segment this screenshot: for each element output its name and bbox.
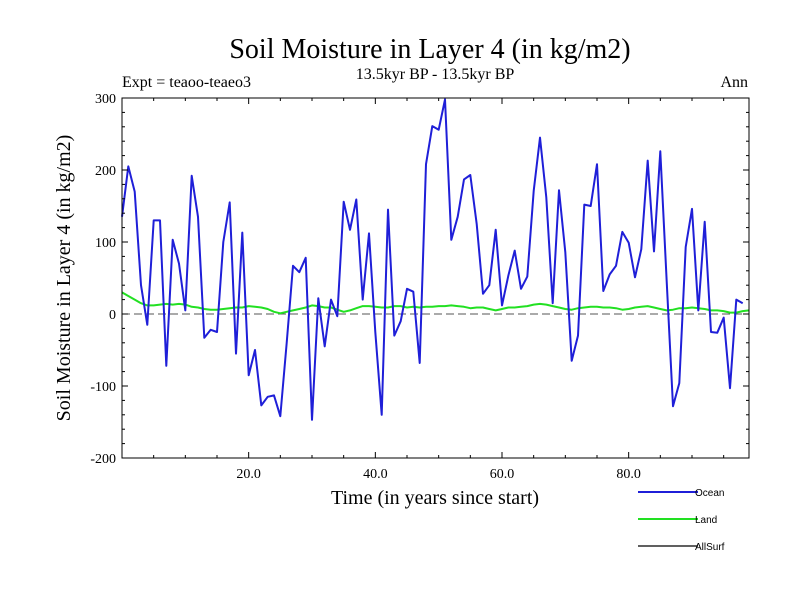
x-tick-label: 80.0 [616, 467, 641, 482]
legend-label-allsurf: AllSurf [695, 542, 725, 553]
x-axis-label: Time (in years since start) [331, 487, 539, 509]
x-tick-label: 40.0 [363, 467, 388, 482]
series-line-ocean [121, 98, 744, 421]
legend-label-ocean: Ocean [695, 488, 724, 499]
y-tick-label: 100 [95, 236, 116, 251]
y-tick-label: 0 [109, 308, 116, 323]
axes: -200 -100 0 100 200 300 20.0 40.0 60.0 80.0 [90, 92, 749, 482]
chart-subtitle: 13.5kyr BP - 13.5kyr BP [356, 66, 515, 83]
x-tick-label: 20.0 [236, 467, 261, 482]
chart-title: Soil Moisture in Layer 4 (in kg/m2) [229, 34, 630, 65]
plot-area [121, 98, 750, 421]
legend: Ocean Land AllSurf [638, 488, 725, 553]
y-tick-label: -100 [90, 380, 116, 395]
x-tick-label: 60.0 [490, 467, 515, 482]
plot-frame [121, 97, 750, 459]
y-axis-label: Soil Moisture in Layer 4 (in kg/m2) [53, 135, 75, 422]
y-tick-label: 300 [95, 92, 116, 107]
legend-label-land: Land [695, 515, 717, 526]
y-tick-label: -200 [90, 452, 116, 467]
series-line-land [121, 291, 750, 315]
season-label: Ann [720, 74, 748, 91]
y-tick-label: 200 [95, 164, 116, 179]
expt-label: Expt = teaoo-teaeo3 [122, 74, 251, 91]
